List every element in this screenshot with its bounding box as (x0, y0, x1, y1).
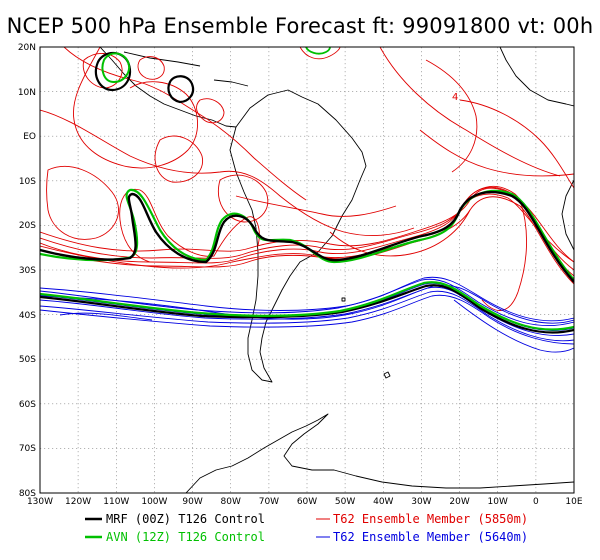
legend-label-mrf: MRF (00Z) T126 Control (106, 512, 265, 526)
lon-label: 120W (65, 497, 91, 507)
contour-label: 4 (452, 92, 458, 103)
lon-label: 110W (103, 497, 129, 507)
coastline (99, 47, 574, 493)
mrf-5640-contour (40, 284, 574, 334)
avn-low-center-1 (101, 52, 130, 84)
lat-label: 80S (19, 489, 36, 499)
legend-label-ens5850: T62 Ensemble Member (5850m) (333, 512, 528, 526)
avn-small-ring (305, 47, 331, 55)
lat-label: EO (23, 132, 36, 142)
lon-label: 10E (565, 497, 582, 507)
lat-label: 20N (18, 43, 36, 53)
mrf-control-contour (40, 190, 574, 283)
lat-label: 20S (19, 221, 36, 231)
lat-label: 60S (19, 400, 36, 410)
lon-label: 130W (27, 497, 53, 507)
legend-label-avn: AVN (12Z) T126 Control (106, 530, 265, 544)
legend: MRF (00Z) T126 Control AVN (12Z) T126 Co… (85, 512, 528, 544)
lat-label: 40S (19, 311, 36, 321)
avn-5640-contour (40, 281, 574, 331)
lon-label: 60W (297, 497, 317, 507)
lon-label: 50W (335, 497, 355, 507)
mrf-low-center-2 (167, 75, 195, 104)
lat-label: 30S (19, 266, 36, 276)
lon-label: 20W (449, 497, 469, 507)
lon-label: 0 (533, 497, 539, 507)
lat-label: 50S (19, 355, 36, 365)
lon-label: 70W (259, 497, 279, 507)
ensemble-5850-contours (40, 47, 574, 311)
lat-label: 70S (19, 444, 36, 454)
lon-labels: 130W 120W 110W 100W 90W 80W 70W 60W 50W … (27, 497, 583, 507)
grid (40, 47, 574, 493)
lon-label: 30W (411, 497, 431, 507)
lat-label: 10N (18, 88, 36, 98)
lon-label: 10W (488, 497, 508, 507)
lat-label: 10S (19, 177, 36, 187)
map-frame (39, 46, 575, 494)
map-title: NCEP 500 hPa Ensemble Forecast ft: 99091… (6, 14, 594, 38)
lat-labels: 20N 10N EO 10S 20S 30S 40S 50S 60S 70S 8… (18, 43, 36, 499)
lon-label: 90W (182, 497, 202, 507)
lon-label: 40W (373, 497, 393, 507)
lon-label: 80W (221, 497, 241, 507)
legend-label-ens5640: T62 Ensemble Member (5640m) (333, 530, 528, 544)
lon-label: 100W (141, 497, 167, 507)
